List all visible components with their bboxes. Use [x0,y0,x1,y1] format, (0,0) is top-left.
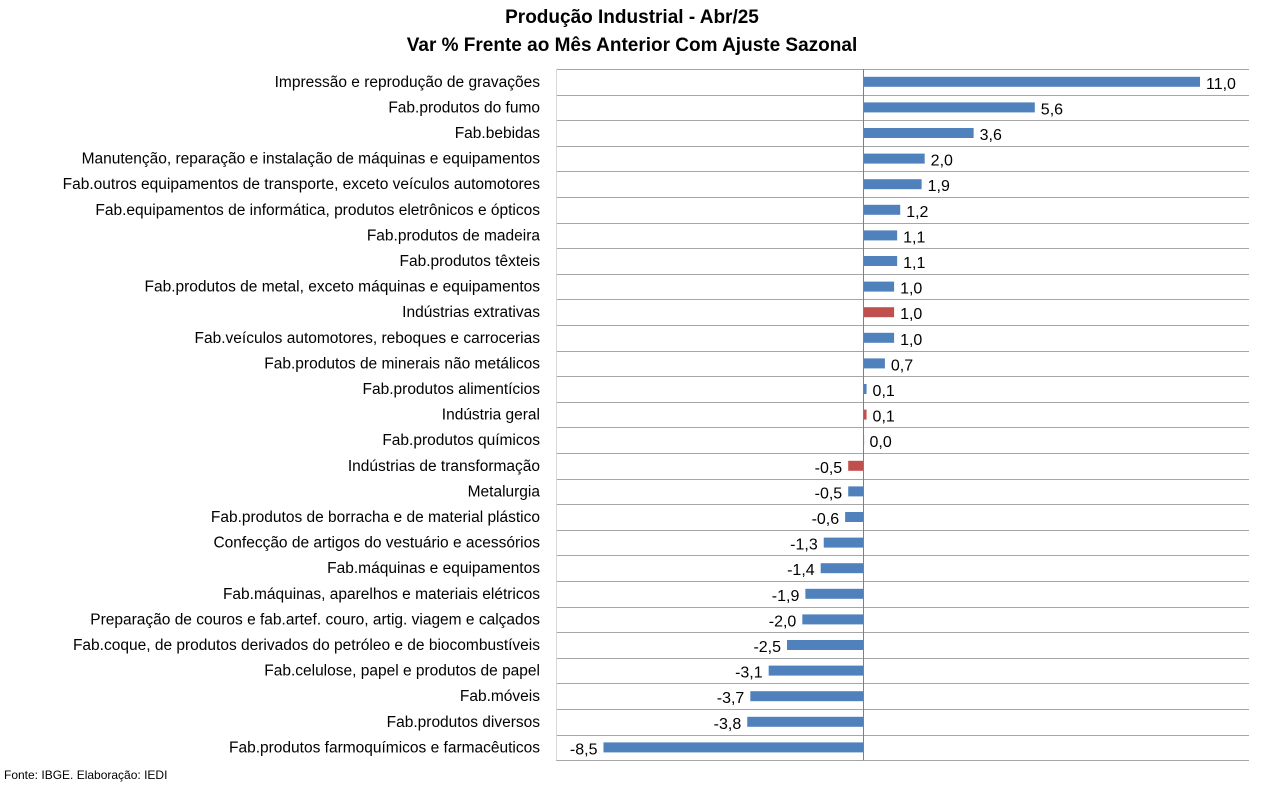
bar [863,358,885,369]
data-label: 1,0 [900,306,922,323]
data-label: 0,7 [891,357,913,374]
category-label: Fab.produtos de minerais não metálicos [264,355,540,372]
bar [845,512,864,522]
bar [863,307,895,318]
category-label: Fab.produtos de metal, exceto máquinas e… [145,279,541,296]
category-label: Fab.produtos alimentícios [363,381,541,398]
data-label: 0,0 [870,434,892,451]
bar [805,588,864,599]
category-label: Fab.coque, de produtos derivados do petr… [73,637,540,654]
data-label: -1,9 [772,588,800,605]
category-label: Indústrias de transformação [348,458,540,475]
category-label: Fab.produtos de borracha e de material p… [211,509,540,526]
bar [863,332,895,343]
bar [802,614,864,625]
category-label: Fab.produtos químicos [382,432,540,449]
source-note: Fonte: IBGE. Elaboração: IEDI [4,768,168,782]
bar [750,691,864,702]
data-label: -8,5 [570,741,598,758]
category-label: Fab.produtos farmoquímicos e farmacêutic… [229,739,540,756]
data-label: -0,5 [815,460,843,477]
bar [863,153,925,164]
category-label: Indústrias extrativas [402,304,540,321]
category-label: Fab.celulose, papel e produtos de papel [264,663,540,680]
category-label: Fab.máquinas e equipamentos [327,560,540,577]
category-label: Impressão e reprodução de gravações [275,74,541,91]
category-label: Fab.bebidas [455,125,541,142]
category-label: Fab.equipamentos de informática, produto… [95,202,540,219]
category-label: Fab.veículos automotores, reboques e car… [195,330,541,347]
category-label: Indústria geral [442,407,540,424]
data-label: 11,0 [1206,76,1236,93]
data-label: 5,6 [1041,101,1063,118]
bar [863,128,974,138]
category-label: Fab.produtos do fumo [388,99,540,116]
data-label: 1,9 [928,178,950,195]
data-label: -3,8 [714,716,742,733]
bar [820,563,864,574]
data-label: -3,7 [717,690,745,707]
category-label: Fab.outros equipamentos de transporte, e… [63,176,541,193]
chart-subtitle: Var % Frente ao Mês Anterior Com Ajuste … [406,35,858,56]
bar [863,384,867,394]
data-label: 0,1 [873,383,895,400]
data-label: -1,4 [787,562,815,579]
bar [863,76,1200,87]
bar [603,742,864,753]
category-label: Fab.produtos de madeira [367,227,541,244]
bar [863,409,867,420]
bar [863,204,901,215]
bar [863,230,898,241]
bar [823,537,864,548]
bar [863,256,898,266]
category-label: Manutenção, reparação e instalação de má… [82,151,541,168]
bar [848,486,864,497]
category-label: Fab.produtos têxteis [400,253,541,270]
data-label: 2,0 [931,153,953,170]
data-label: 1,0 [900,332,922,349]
chart-title: Produção Industrial - Abr/25 [505,7,759,28]
category-label: Fab.máquinas, aparelhos e materiais elét… [223,586,540,603]
data-label: -2,5 [753,639,781,656]
bar [768,665,864,676]
data-label: 1,2 [906,204,928,221]
data-label: -1,3 [790,537,818,554]
data-label: 1,0 [900,281,922,298]
data-label: 1,1 [903,255,925,272]
data-label: 3,6 [980,127,1002,144]
data-label: -2,0 [769,613,797,630]
bar [863,179,922,190]
data-label: -0,6 [812,511,840,528]
bar [747,716,864,727]
bar [863,102,1035,113]
data-label: 0,1 [873,409,895,426]
category-label: Preparação de couros e fab.artef. couro,… [90,611,540,628]
bar [787,640,864,650]
category-label: Fab.produtos diversos [387,714,541,731]
data-label: 1,1 [903,229,925,246]
bar [848,460,864,471]
category-label: Metalurgia [468,483,541,500]
bar [863,281,895,292]
category-label: Confecção de artigos do vestuário e aces… [213,535,540,552]
data-label: -3,1 [735,665,763,682]
category-label: Fab.móveis [460,688,540,705]
data-label: -0,5 [815,485,843,502]
